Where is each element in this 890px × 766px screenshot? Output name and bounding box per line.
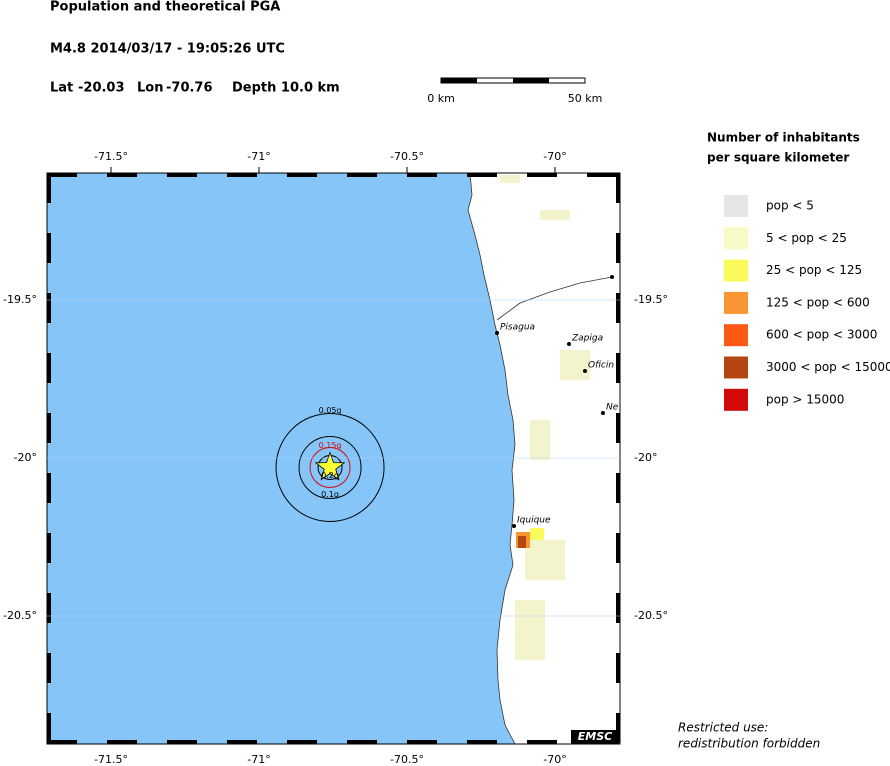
patch — [530, 420, 550, 460]
x-tick-label: -71.5° — [94, 753, 128, 766]
x-tick-label: -71.5° — [94, 150, 128, 163]
footer: redistribution forbidden — [678, 737, 820, 751]
lon-value: -70.76 — [166, 81, 213, 96]
city-dot — [495, 331, 499, 335]
city-dot — [583, 369, 587, 373]
legend-label: 3000 < pop < 15000 — [766, 360, 890, 374]
legend-label: 600 < pop < 3000 — [766, 328, 877, 342]
city-dot — [610, 275, 614, 279]
lon-label: Lon — [137, 81, 163, 96]
legend: Number of inhabitants per square kilomet… — [707, 131, 890, 411]
legend-swatch — [724, 227, 748, 250]
scale-bar-segment — [513, 78, 549, 83]
scale-bar: 0 km 50 km — [427, 77, 603, 105]
cities: Pisagua Zapiga Oficin Ne Iquique — [495, 275, 619, 528]
event: M4.8 2014/03/17 - 19:05:26 UTC — [50, 42, 285, 57]
patch — [515, 600, 545, 660]
pga-contour — [309, 446, 351, 488]
pga-contour — [275, 412, 385, 522]
logo: EMSC — [578, 730, 612, 743]
legend-swatch — [724, 356, 748, 379]
legend-label: pop < 5 — [766, 199, 814, 213]
legend-swatch — [724, 291, 748, 314]
pga-label: 0.1g — [321, 490, 339, 499]
pga-label: 0.2g — [321, 471, 339, 480]
pga-label: 0.05g — [319, 406, 342, 415]
legend-label: 5 < pop < 25 — [766, 231, 847, 245]
scale-start: 0 km — [427, 92, 455, 105]
patch — [500, 175, 520, 183]
x-tick-label: -70° — [543, 150, 566, 163]
x-tick-label: -70° — [543, 753, 566, 766]
y-tick-label: -20° — [634, 451, 657, 464]
population-patches — [500, 175, 590, 660]
x-tick-label: -71° — [247, 150, 270, 163]
patch — [560, 350, 590, 380]
city-label: Ne — [606, 403, 619, 413]
pga-label: 0.15g — [319, 441, 342, 450]
patch — [525, 540, 565, 580]
legend-swatch — [724, 259, 748, 282]
pga-contours: 0.05g 0.15g 0.2g 0.1g — [275, 406, 385, 522]
frame — [46, 172, 621, 745]
legend-label: 25 < pop < 125 — [766, 263, 862, 277]
legend-label: pop > 15000 — [766, 392, 844, 406]
patch — [530, 528, 544, 540]
patch — [540, 210, 570, 220]
scale-end: 50 km — [568, 92, 603, 105]
border — [496, 276, 613, 321]
legend-label: 125 < pop < 600 — [766, 295, 870, 309]
city-dot — [601, 411, 605, 415]
y-tick-label: -19.5° — [3, 293, 37, 306]
x-tick-label: -70.5° — [390, 150, 424, 163]
depth: Depth 10.0 km — [232, 81, 340, 96]
scale-bar-segment — [441, 78, 477, 83]
legend-title: Number of inhabitants — [707, 131, 860, 145]
city-dot — [512, 524, 516, 528]
y-tick-label: -20.5° — [3, 609, 37, 622]
city-label: Zapiga — [571, 334, 603, 344]
city-dot — [567, 342, 571, 346]
epicenter — [314, 451, 346, 481]
legend-swatch — [724, 388, 748, 411]
legend-title: per square kilometer — [707, 151, 849, 165]
legend-items: pop < 5 5 < pop < 25 25 < pop < 125 125 < p… — [724, 195, 890, 411]
x-tick-label: -70.5° — [390, 753, 424, 766]
y-tick-label: -20° — [14, 451, 37, 464]
map: Pisagua Zapiga Oficin Ne Iquique 0.05g0.… — [46, 167, 621, 745]
lat-label: Lat — [50, 81, 73, 96]
logo-box — [571, 730, 619, 744]
y-tick-label: -19.5° — [634, 293, 668, 306]
x-tick-label: -71° — [247, 753, 270, 766]
patch — [518, 536, 526, 548]
city-label: Iquique — [517, 516, 551, 526]
legend-swatch — [724, 195, 748, 217]
footer: Restricted use: — [678, 721, 768, 735]
city-label: Oficin — [588, 361, 614, 371]
title: Population and theoretical PGA — [50, 0, 280, 15]
legend-swatch — [724, 324, 748, 347]
y-tick-label: -20.5° — [634, 609, 668, 622]
city-label: Pisagua — [500, 323, 535, 333]
pga-contour — [298, 435, 362, 499]
lat-value: -20.03 — [78, 81, 125, 96]
